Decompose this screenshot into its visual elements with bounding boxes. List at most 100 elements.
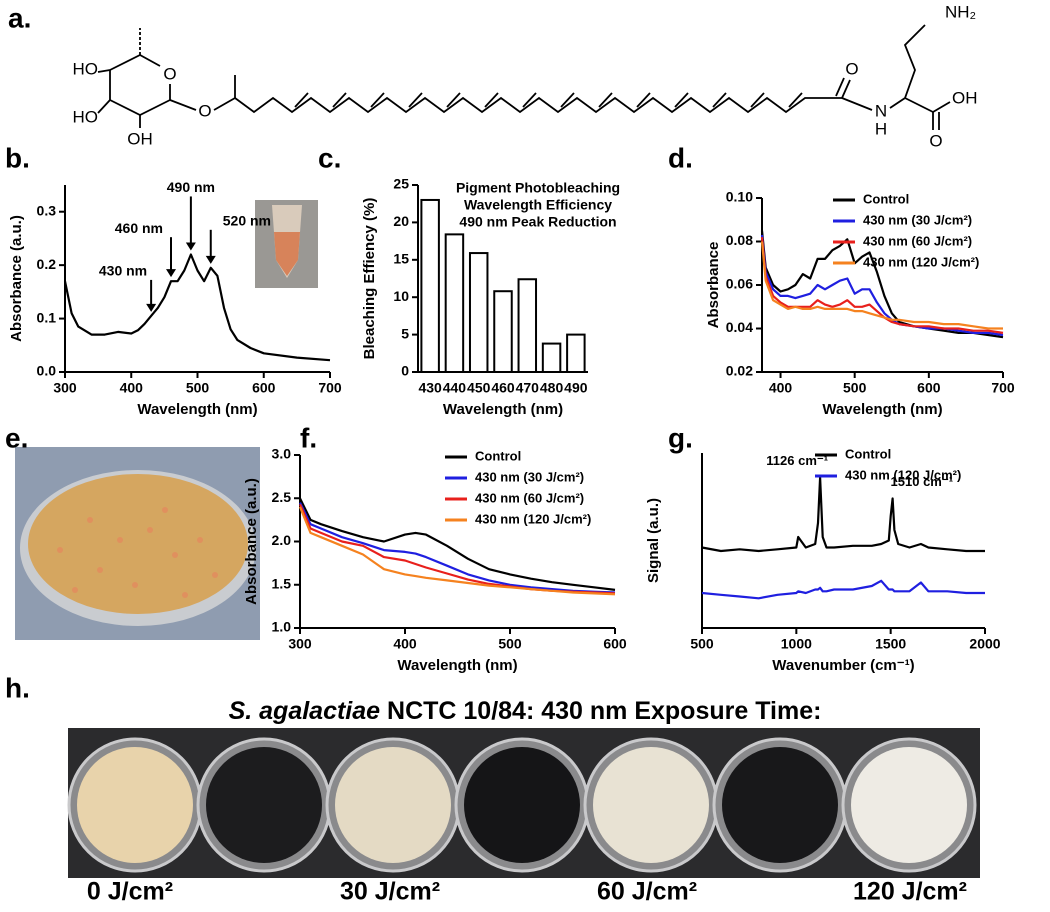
atom: OH — [127, 129, 153, 148]
annotation: Wavelength Efficiency — [464, 197, 612, 213]
y-tick-label: 1.0 — [272, 619, 292, 635]
annotation: 490 nm Peak Reduction — [459, 214, 616, 230]
atom: O — [163, 64, 176, 83]
double-bonds — [294, 92, 803, 108]
bar — [444, 233, 465, 373]
annotation: 460 nm — [115, 220, 163, 236]
x-axis-label: Wavelength (nm) — [822, 401, 942, 418]
y-axis-label: Signal (a.u.) — [645, 498, 662, 583]
atom: OH — [952, 88, 978, 107]
arrow-head — [205, 255, 216, 264]
atom: O — [845, 59, 858, 78]
x-tick-label: 600 — [252, 380, 276, 396]
annotation: 430 nm — [99, 263, 147, 279]
well — [335, 747, 451, 863]
legend-label: 430 nm (120 J/cm²) — [475, 511, 591, 526]
y-tick-label: 5 — [401, 325, 409, 341]
y-tick-label: 0 — [401, 363, 409, 379]
annotation: 520 nm — [223, 213, 271, 229]
double-bond — [598, 92, 613, 108]
arrow-head — [185, 242, 196, 251]
wells-photo — [67, 728, 980, 878]
double-bond — [674, 92, 689, 108]
legend-label: Control — [845, 446, 891, 461]
bar — [541, 342, 562, 373]
atom: O — [929, 131, 942, 150]
well-label: 120 J/cm² — [853, 878, 967, 906]
x-tick-label: 490 — [564, 380, 588, 396]
chain — [234, 96, 842, 114]
molecule: NH₂ HO HO OH O O O N H OH O — [73, 2, 978, 150]
x-tick-label: 300 — [288, 636, 312, 652]
bond — [932, 101, 951, 113]
y-tick-label: 0.0 — [37, 363, 57, 379]
y-tick-label: 25 — [393, 176, 409, 192]
bar — [566, 333, 586, 374]
legend-label: Control — [863, 191, 909, 206]
bond — [904, 97, 934, 113]
legend-label: 430 nm (30 J/cm²) — [863, 212, 972, 227]
double-bond — [788, 92, 803, 108]
panel-label: g. — [668, 422, 693, 453]
well — [851, 747, 967, 863]
double-bond — [484, 92, 499, 108]
y-tick-label: 10 — [393, 288, 409, 304]
atom: O — [198, 101, 211, 120]
annotation: Pigment Photobleaching — [456, 180, 620, 196]
atom: H — [875, 119, 887, 138]
well — [593, 747, 709, 863]
x-tick-label: 700 — [991, 380, 1015, 396]
title-rest: NCTC 10/84: 430 nm Exposure Time: — [380, 697, 821, 725]
well — [464, 747, 580, 863]
atom: HO — [73, 107, 99, 126]
x-tick-label: 1500 — [875, 636, 906, 652]
colonies — [57, 507, 218, 598]
atom: NH₂ — [945, 2, 976, 21]
panel-label: f. — [300, 422, 317, 453]
legend-label: 430 nm (120 J/cm²) — [863, 254, 979, 269]
series-line — [760, 241, 1003, 330]
y-axis-label: Absorbance — [705, 242, 722, 329]
well-label: 30 J/cm² — [340, 878, 440, 906]
x-tick-label: 500 — [186, 380, 210, 396]
double-bond — [370, 92, 385, 108]
bar — [468, 252, 489, 373]
bond — [889, 24, 926, 109]
x-tick-label: 400 — [393, 636, 417, 652]
bond — [213, 75, 236, 111]
bond — [97, 99, 111, 114]
x-tick-label: 450 — [467, 380, 491, 396]
bond — [109, 53, 161, 71]
x-tick-label: 460 — [491, 380, 515, 396]
y-axis-label: Absorbance (a.u.) — [8, 215, 25, 342]
series-line — [701, 476, 985, 553]
x-tick-label: 2000 — [969, 636, 1000, 652]
y-tick-label: 1.5 — [272, 575, 292, 591]
agar — [28, 474, 248, 614]
y-tick-label: 20 — [393, 213, 409, 229]
x-tick-label: 400 — [769, 380, 793, 396]
double-bond — [560, 92, 575, 108]
panel-label: b. — [5, 142, 30, 173]
bar — [420, 198, 440, 373]
annotation: 490 nm — [167, 179, 215, 195]
x-tick-label: 480 — [540, 380, 564, 396]
x-axis-label: Wavenumber (cm⁻¹) — [772, 657, 914, 674]
y-tick-label: 0.02 — [726, 363, 753, 379]
series-line — [760, 234, 1004, 337]
bond — [841, 97, 873, 111]
legend-label: 430 nm (120 J/cm²) — [845, 467, 961, 482]
x-axis-label: Wavelength (nm) — [443, 401, 563, 418]
x-axis-label: Wavelength (nm) — [397, 657, 517, 674]
series-line — [299, 497, 616, 591]
x-tick-label: 500 — [498, 636, 522, 652]
double-bond — [636, 92, 651, 108]
well-label: 0 J/cm² — [87, 878, 173, 906]
x-tick-label: 470 — [516, 380, 540, 396]
petri-photo — [15, 447, 260, 640]
annotation: 1510 cm⁻¹ — [891, 474, 954, 489]
double-bond — [522, 92, 537, 108]
x-tick-label: 600 — [917, 380, 941, 396]
series-line — [701, 579, 985, 600]
